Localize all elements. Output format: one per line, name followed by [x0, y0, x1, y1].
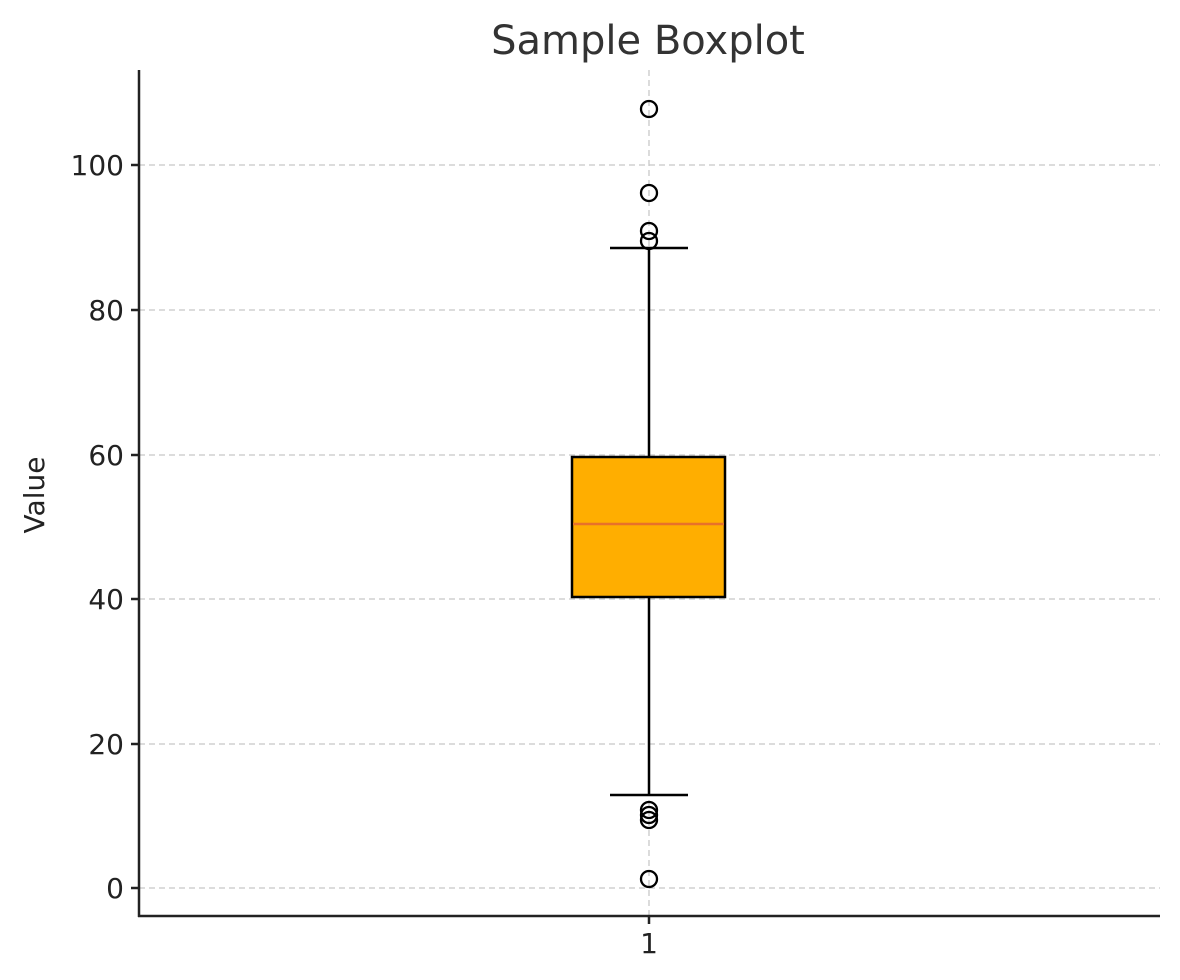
outlier-point	[639, 221, 659, 241]
iqr-box	[570, 455, 727, 599]
ytick-label-40: 40	[88, 583, 124, 616]
ytick-label-20: 20	[88, 728, 124, 761]
ytick-label-100: 100	[71, 149, 124, 182]
y-axis-label: Value	[18, 457, 51, 534]
outlier-point	[639, 869, 659, 889]
outlier-point	[639, 99, 659, 119]
box-series-1	[570, 99, 727, 889]
ytick-label-0: 0	[106, 872, 124, 905]
y-ticks	[131, 163, 651, 924]
outlier-point	[639, 800, 659, 820]
outlier-point	[639, 231, 659, 251]
outlier-point	[639, 805, 659, 825]
ytick-label-60: 60	[88, 439, 124, 472]
xtick-label-1: 1	[640, 927, 658, 960]
outlier-point	[639, 810, 659, 830]
outlier-point	[639, 183, 659, 203]
ytick-label-80: 80	[88, 294, 124, 327]
outliers	[639, 99, 659, 889]
chart-title: Sample Boxplot	[491, 18, 805, 64]
